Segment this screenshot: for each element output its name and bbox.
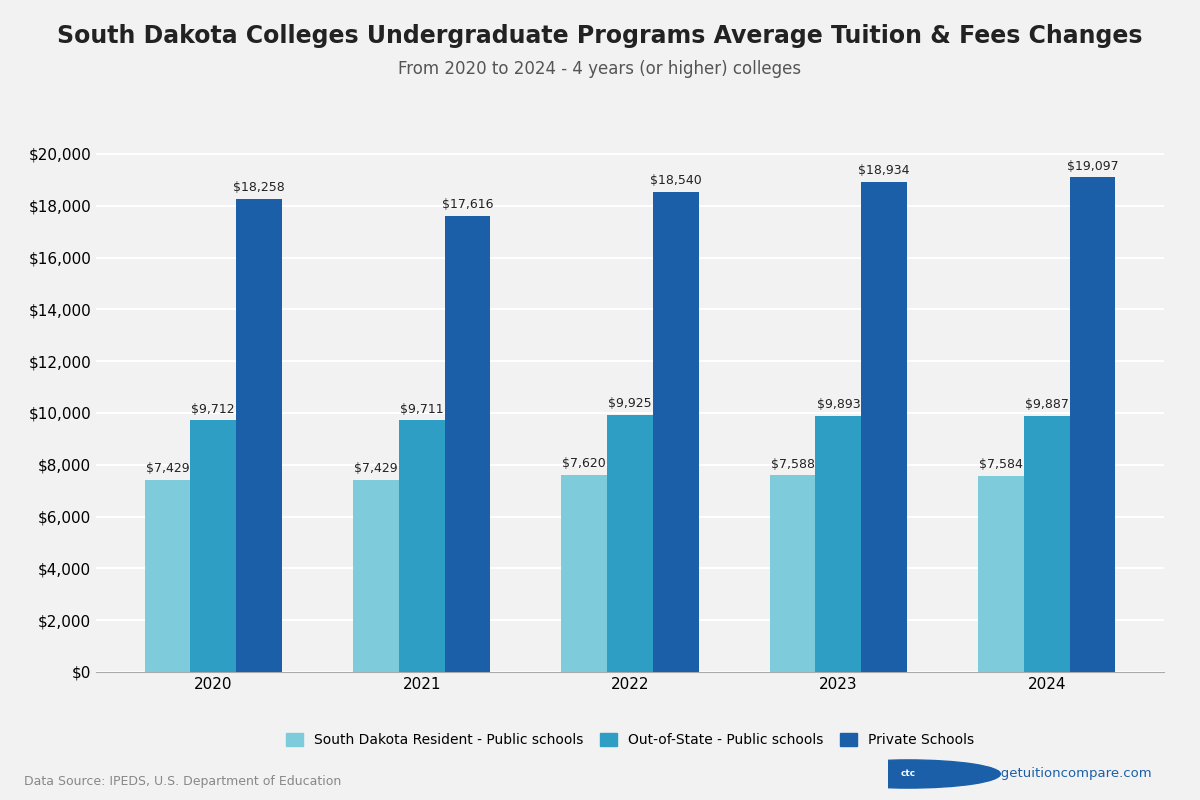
- Bar: [353, 479, 398, 672]
- Legend: South Dakota Resident - Public schools, Out-of-State - Public schools, Private S: South Dakota Resident - Public schools, …: [281, 728, 979, 753]
- Bar: [1069, 178, 1116, 672]
- Text: $19,097: $19,097: [1067, 160, 1118, 173]
- Bar: [978, 475, 1024, 672]
- Bar: [144, 479, 191, 672]
- Text: $9,925: $9,925: [608, 398, 652, 410]
- Bar: [816, 416, 862, 672]
- Text: $7,429: $7,429: [354, 462, 397, 475]
- Text: www.collegetuitioncompare.com: www.collegetuitioncompare.com: [934, 767, 1152, 781]
- Bar: [862, 182, 907, 672]
- Bar: [236, 199, 282, 672]
- Text: $7,429: $7,429: [145, 462, 190, 475]
- Text: $18,540: $18,540: [650, 174, 702, 187]
- Bar: [607, 415, 653, 672]
- Text: $9,711: $9,711: [400, 402, 444, 416]
- Bar: [769, 475, 816, 672]
- Bar: [444, 216, 491, 672]
- Bar: [398, 421, 444, 672]
- Circle shape: [816, 760, 1001, 788]
- Text: From 2020 to 2024 - 4 years (or higher) colleges: From 2020 to 2024 - 4 years (or higher) …: [398, 60, 802, 78]
- Text: $7,620: $7,620: [563, 457, 606, 470]
- Text: $9,893: $9,893: [816, 398, 860, 411]
- Text: $17,616: $17,616: [442, 198, 493, 211]
- Bar: [191, 421, 236, 672]
- Bar: [562, 474, 607, 672]
- Text: $9,887: $9,887: [1025, 398, 1069, 411]
- Bar: [653, 192, 698, 672]
- Bar: [1024, 416, 1069, 672]
- Text: $7,584: $7,584: [979, 458, 1022, 471]
- Text: ctc: ctc: [900, 770, 916, 778]
- Text: $7,588: $7,588: [770, 458, 815, 470]
- Text: $9,712: $9,712: [192, 402, 235, 416]
- Text: $18,258: $18,258: [233, 182, 286, 194]
- Text: $18,934: $18,934: [858, 164, 910, 177]
- Text: Data Source: IPEDS, U.S. Department of Education: Data Source: IPEDS, U.S. Department of E…: [24, 775, 341, 788]
- Text: South Dakota Colleges Undergraduate Programs Average Tuition & Fees Changes: South Dakota Colleges Undergraduate Prog…: [58, 24, 1142, 48]
